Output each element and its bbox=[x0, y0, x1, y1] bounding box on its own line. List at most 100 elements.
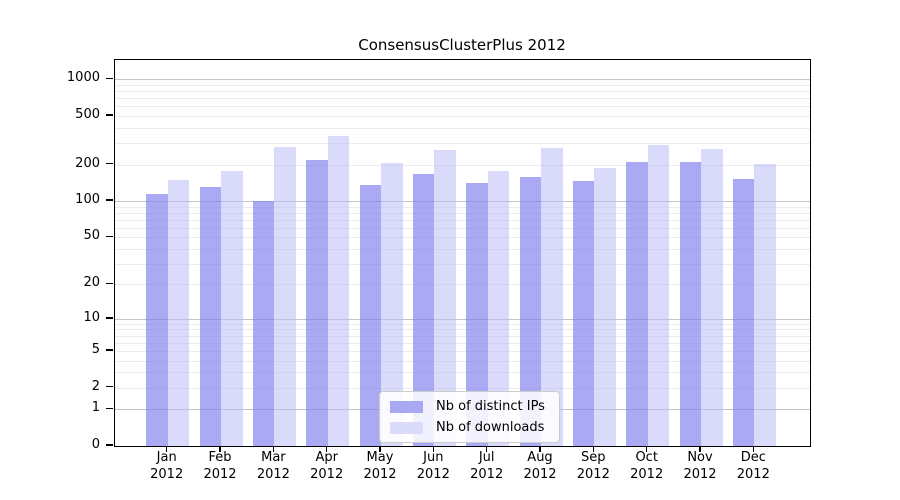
chart-legend: Nb of distinct IPs Nb of downloads bbox=[379, 391, 560, 443]
x-tick-year: 2012 bbox=[576, 466, 610, 482]
y-tick-label: 10 bbox=[83, 309, 100, 325]
x-tick-label: Nov 2012 bbox=[668, 450, 732, 483]
bar-apr-downloads bbox=[327, 136, 350, 446]
legend-item-distinct-ips: Nb of distinct IPs bbox=[390, 399, 545, 414]
x-tick-year: 2012 bbox=[683, 466, 717, 482]
y-tick-label: 5 bbox=[91, 341, 100, 357]
x-tick-label: Sep 2012 bbox=[561, 450, 625, 483]
x-tick bbox=[645, 446, 648, 452]
x-tick-month: Nov bbox=[687, 450, 713, 465]
x-tick-month: Jun bbox=[423, 450, 444, 465]
x-tick-label: Feb 2012 bbox=[188, 450, 252, 483]
gridline-minor bbox=[115, 143, 810, 145]
gridline-minor bbox=[115, 237, 810, 239]
bar-feb-downloads bbox=[221, 171, 243, 446]
gridline-minor bbox=[115, 227, 810, 229]
x-tick-year: 2012 bbox=[470, 466, 504, 482]
bar-mar-distinct-ips bbox=[252, 201, 275, 446]
bar-may-downloads bbox=[381, 163, 403, 446]
x-tick-label: May 2012 bbox=[348, 450, 412, 483]
y-tick bbox=[106, 317, 113, 319]
x-tick bbox=[485, 446, 488, 452]
gridline-minor bbox=[115, 323, 810, 325]
x-tick-label: Aug 2012 bbox=[508, 450, 572, 483]
x-tick-month: Mar bbox=[261, 450, 286, 465]
bar-sep-distinct-ips bbox=[572, 180, 595, 446]
x-tick bbox=[325, 446, 328, 452]
x-tick bbox=[432, 446, 435, 452]
x-tick-month: Dec bbox=[740, 450, 766, 465]
gridline-minor bbox=[115, 335, 810, 337]
gridline-minor bbox=[115, 116, 810, 118]
gridline-major bbox=[115, 201, 810, 203]
x-tick-month: May bbox=[366, 450, 394, 465]
x-tick-label: Dec 2012 bbox=[721, 450, 785, 483]
x-tick-label: Apr 2012 bbox=[295, 450, 359, 483]
y-tick bbox=[106, 407, 113, 409]
bar-jul-downloads bbox=[487, 171, 510, 446]
x-tick-label: Mar 2012 bbox=[241, 450, 305, 483]
y-tick bbox=[106, 349, 113, 351]
x-tick-year: 2012 bbox=[416, 466, 450, 482]
chart-title: ConsensusClusterPlus 2012 bbox=[358, 36, 566, 54]
x-tick bbox=[592, 446, 595, 452]
y-tick-label: 200 bbox=[75, 155, 100, 171]
y-tick-label: 20 bbox=[83, 275, 100, 291]
x-tick bbox=[165, 446, 168, 452]
x-tick-month: Feb bbox=[208, 450, 232, 465]
y-tick-label: 2 bbox=[91, 378, 100, 394]
gridline-minor bbox=[115, 212, 810, 214]
gridline-minor bbox=[115, 219, 810, 221]
x-tick-month: Apr bbox=[315, 450, 338, 465]
y-tick bbox=[106, 282, 113, 285]
legend-swatch-distinct-ips bbox=[390, 400, 423, 413]
x-tick-year: 2012 bbox=[363, 466, 397, 482]
x-tick bbox=[379, 446, 381, 452]
y-tick bbox=[106, 199, 113, 201]
x-tick-label: Jul 2012 bbox=[455, 450, 519, 483]
gridline-minor bbox=[115, 106, 810, 108]
gridline-minor bbox=[115, 350, 810, 352]
x-tick-year: 2012 bbox=[310, 466, 344, 482]
gridline-minor bbox=[115, 329, 810, 331]
gridline-major bbox=[115, 79, 810, 81]
gridline-minor bbox=[115, 206, 810, 208]
x-tick-month: Oct bbox=[635, 450, 658, 465]
bar-jun-downloads bbox=[434, 150, 456, 446]
y-tick-label: 50 bbox=[83, 228, 100, 244]
y-tick-label: 1 bbox=[91, 400, 100, 416]
gridline-major bbox=[115, 318, 810, 320]
bar-oct-downloads bbox=[647, 145, 670, 446]
x-tick-year: 2012 bbox=[203, 466, 237, 482]
x-tick bbox=[539, 446, 541, 452]
gridline-minor bbox=[115, 342, 810, 344]
y-tick bbox=[106, 444, 113, 446]
x-tick bbox=[752, 446, 755, 452]
gridline-minor bbox=[115, 248, 810, 250]
bar-nov-distinct-ips bbox=[679, 162, 701, 446]
bar-jan-downloads bbox=[167, 179, 190, 446]
y-tick bbox=[106, 77, 113, 80]
x-tick-label: Jan 2012 bbox=[135, 450, 199, 483]
x-tick-month: Jul bbox=[478, 450, 495, 465]
y-tick bbox=[106, 162, 113, 165]
x-tick-year: 2012 bbox=[150, 466, 184, 482]
y-tick-label: 0 bbox=[91, 437, 100, 452]
bar-dec-downloads bbox=[754, 163, 776, 446]
x-tick bbox=[699, 446, 701, 452]
bar-sep-downloads bbox=[594, 168, 616, 446]
x-tick bbox=[272, 446, 275, 452]
x-tick-label: Oct 2012 bbox=[615, 450, 679, 483]
bar-jun-distinct-ips bbox=[412, 173, 435, 446]
gridline-minor bbox=[115, 98, 810, 100]
gridline-minor bbox=[115, 284, 810, 286]
legend-label: Nb of downloads bbox=[436, 420, 545, 435]
bar-jan-distinct-ips bbox=[146, 194, 168, 446]
bar-feb-distinct-ips bbox=[199, 187, 221, 446]
bar-aug-distinct-ips bbox=[519, 176, 541, 446]
bar-nov-downloads bbox=[701, 149, 723, 446]
legend-label: Nb of distinct IPs bbox=[436, 399, 545, 414]
gridline-minor bbox=[115, 387, 810, 389]
gridline-minor bbox=[115, 164, 810, 166]
y-tick-label: 500 bbox=[75, 107, 100, 123]
